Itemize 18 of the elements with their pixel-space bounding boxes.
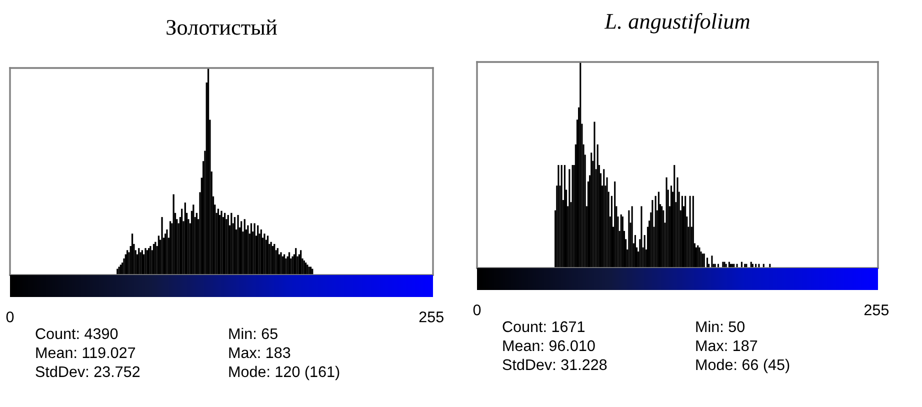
text: Min: 50 <box>696 320 745 332</box>
text: Count: 4390 <box>36 328 118 340</box>
x-tick-label: 0 <box>473 304 481 316</box>
text: Mean: 119.027 <box>36 347 136 358</box>
chart-title: Золотистый <box>166 19 277 35</box>
text: StdDev: 23.752 <box>36 366 140 378</box>
text: Mode: 120 (161) <box>229 366 340 380</box>
text: Min: 65 <box>229 328 278 340</box>
text: Max: 183 <box>229 347 290 358</box>
text: Count: 1671 <box>502 321 584 332</box>
text: Max: 187 <box>696 340 758 352</box>
chart-title: L. angustifolium <box>604 13 750 34</box>
text: Mode: 66 (45) <box>696 358 790 374</box>
x-tick-label: 255 <box>864 304 889 316</box>
text: Mean: 96.010 <box>503 340 595 352</box>
text: StdDev: 31.228 <box>502 358 607 370</box>
x-tick-label: 255 <box>419 312 444 322</box>
x-tick-label: 0 <box>6 312 14 322</box>
